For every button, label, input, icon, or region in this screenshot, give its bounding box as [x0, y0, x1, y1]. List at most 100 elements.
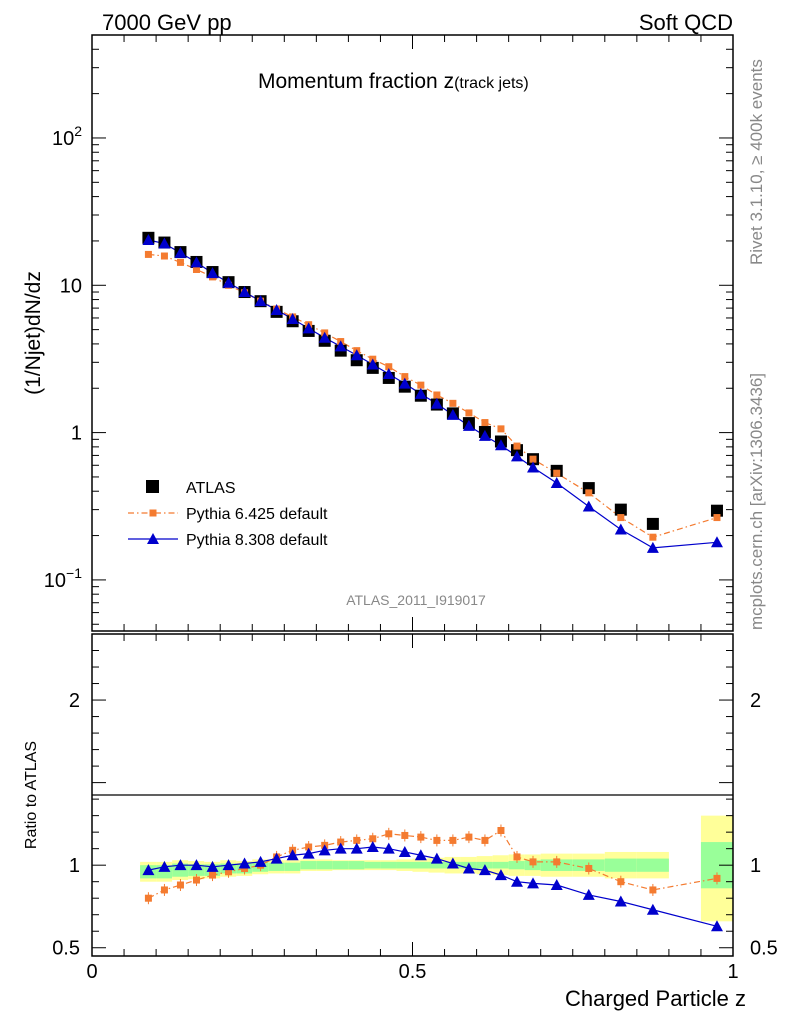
pythia8-point	[646, 541, 659, 553]
pythia8-point	[270, 303, 283, 315]
x-tick-label: 1	[727, 961, 738, 983]
pythia8-point	[582, 500, 595, 512]
ratio-pythia8-point	[478, 864, 491, 876]
legend-pythia6-label: Pythia 6.425 default	[186, 506, 328, 523]
ratio-pythia6-point	[513, 853, 521, 861]
pythia6-point	[553, 469, 561, 477]
ratio-pythia8-point	[222, 859, 235, 871]
pythia8-point	[254, 295, 267, 307]
ratio-inner-band	[284, 862, 301, 871]
pythia8-point	[318, 331, 331, 343]
ratio-pythia8-point	[286, 849, 299, 861]
ratio-y-tick-label-left: 2	[69, 690, 80, 712]
ratio-pythia8-point	[510, 875, 523, 887]
ratio-pythia6-point	[585, 864, 593, 872]
ratio-pythia8-point	[334, 842, 347, 854]
ratio-pythia8-point	[398, 845, 411, 857]
ratio-pythia6-point	[433, 836, 441, 844]
pythia8-point	[710, 536, 723, 548]
ratio-pythia8-point	[527, 877, 540, 889]
ratio-inner-band	[508, 861, 525, 870]
legend-pythia8-marker	[147, 533, 159, 544]
pythia6-point	[465, 409, 473, 417]
ratio-pythia6-point	[209, 871, 217, 879]
ratio-pythia6-point	[649, 886, 657, 894]
rivet-label: Rivet 3.1.10, ≥ 400k events	[747, 59, 766, 265]
pythia6-point	[617, 514, 625, 522]
ratio-pythia8-point	[158, 860, 171, 872]
ratio-pythia6-point	[176, 881, 184, 889]
ratio-pythia6-point	[337, 838, 345, 846]
ratio-pythia8-point	[414, 849, 427, 861]
pythia6-point	[192, 265, 200, 273]
pythia6-point	[713, 514, 721, 522]
ratio-pythia8-point	[646, 903, 659, 915]
main-y-tick-label: 102	[52, 123, 82, 150]
chart-title: Momentum fraction z(track jets)	[258, 70, 529, 93]
pythia8-point	[366, 358, 379, 370]
ratio-pythia8-point	[270, 852, 283, 864]
ratio-pythia8-point	[382, 842, 395, 854]
ratio-series-group	[142, 824, 723, 932]
pythia8-point	[614, 523, 627, 535]
pythia8-point	[174, 246, 187, 258]
main-plot-frame	[91, 34, 734, 632]
ratio-pythia6-point	[192, 876, 200, 884]
ratio-inner-band	[636, 858, 669, 872]
main-plot-panel: 10−1 1 10 102 (1/Njet)dN/dz Momentum fracti…	[22, 34, 734, 632]
ratio-pythia6-point	[449, 836, 457, 844]
ratio-inner-band	[412, 861, 429, 869]
pythia8-point	[350, 349, 363, 361]
pythia6-point	[649, 533, 657, 541]
pythia8-point	[382, 367, 395, 379]
ratio-inner-band	[332, 861, 349, 870]
ratio-pythia8-point	[494, 869, 507, 881]
ratio-inner-band	[604, 858, 637, 872]
ratio-inner-band	[380, 861, 397, 869]
ratio-inner-band	[428, 861, 445, 869]
atlas-point	[614, 503, 627, 516]
pythia6-point	[481, 419, 489, 427]
ratio-pythia8-point	[446, 857, 459, 869]
ratio-y-tick-label-right: 1	[750, 855, 761, 877]
ratio-pythia6-point	[617, 878, 625, 886]
ratio-inner-band	[300, 861, 317, 870]
ratio-inner-band	[364, 861, 381, 869]
pythia6-point	[401, 373, 409, 381]
pythia8-point	[238, 286, 251, 298]
legend: ATLAS Pythia 6.425 default Pythia 8.308 …	[128, 480, 328, 549]
pythia8-point	[206, 267, 219, 279]
ratio-pythia8-point	[366, 841, 379, 853]
ratio-tick-labels: 0.5 0.5 1 1 2 2 0 0.5 1	[52, 690, 778, 983]
pythia6-point	[433, 391, 441, 399]
ratio-pythia8-point	[206, 860, 219, 872]
pythia8-point	[414, 387, 427, 399]
pythia8-point	[398, 377, 411, 389]
ratio-pythia8-point	[710, 920, 723, 932]
pythia8-point	[142, 233, 155, 245]
ratio-inner-band	[348, 861, 365, 870]
ratio-pythia8-point	[238, 857, 251, 869]
pythia8-point	[286, 313, 299, 325]
ratio-pythia6-point	[529, 858, 537, 866]
ratio-pythia6-point	[713, 874, 721, 882]
pythia6-point	[497, 425, 505, 433]
ratio-pythia6-point	[465, 833, 473, 841]
pythia8-point	[550, 476, 563, 488]
ratio-inner-band	[316, 861, 333, 870]
pythia8-point	[527, 461, 540, 473]
pythia6-point	[585, 489, 593, 497]
atlas-point	[710, 504, 723, 517]
pythia8-point	[478, 429, 491, 441]
chart-title-sub: (track jets)	[454, 75, 529, 92]
main-y-axis-label: (1/Njet)dN/dz	[22, 271, 45, 395]
pythia6-point	[513, 442, 521, 450]
ratio-tick-marks	[91, 633, 734, 956]
pythia8-point	[430, 397, 443, 409]
ratio-pythia6-point	[305, 843, 313, 851]
pythia8-point	[222, 276, 235, 288]
x-tick-label: 0.5	[399, 961, 427, 983]
pythia8-point	[158, 237, 171, 249]
ratio-pythia6-point	[385, 830, 393, 838]
legend-atlas-label: ATLAS	[186, 480, 236, 497]
